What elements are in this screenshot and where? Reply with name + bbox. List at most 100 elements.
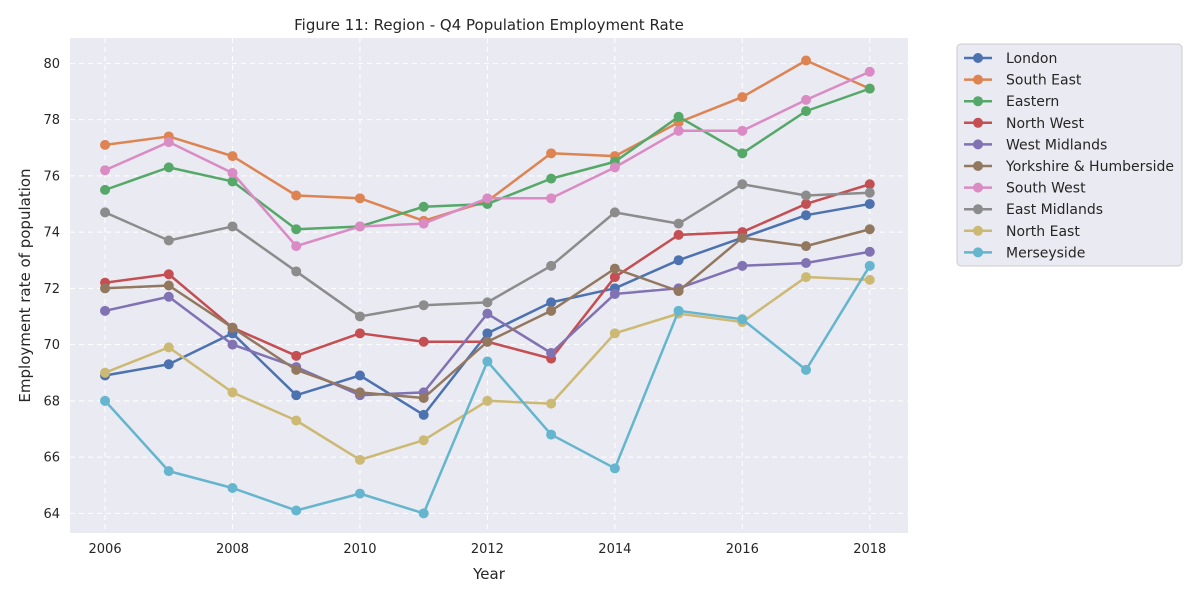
series-merseyside — [100, 260, 875, 519]
data-point-north-east — [609, 328, 620, 339]
data-point-south-west — [864, 66, 875, 77]
data-point-north-west — [673, 229, 684, 240]
data-point-south-west — [673, 125, 684, 136]
data-point-east-midlands — [737, 179, 748, 190]
legend-label: South East — [1006, 73, 1082, 89]
legend-swatch-marker — [973, 117, 983, 128]
legend-label: West Midlands — [1006, 137, 1107, 153]
series-west-midlands — [100, 246, 875, 401]
data-point-south-west — [227, 168, 238, 178]
data-point-south-west — [801, 94, 812, 105]
data-point-north-west — [354, 328, 365, 339]
data-point-south-east — [354, 193, 365, 204]
data-point-east-midlands — [163, 235, 174, 246]
data-point-south-west — [163, 137, 174, 148]
data-point-south-east — [100, 139, 111, 150]
data-point-west-midlands — [163, 291, 174, 302]
data-point-east-midlands — [673, 218, 684, 229]
data-point-eastern — [801, 106, 812, 117]
data-point-london — [291, 390, 302, 401]
x-axis-ticks: 2006 2008 2010 2012 2014 2016 2018 — [89, 542, 887, 557]
data-point-yorkshire-and-humberside — [609, 263, 620, 274]
y-tick-label: 72 — [43, 282, 60, 297]
data-point-north-east — [801, 272, 812, 283]
data-point-south-west — [291, 241, 302, 252]
data-point-eastern — [227, 176, 238, 187]
data-point-yorkshire-and-humberside — [418, 393, 429, 403]
data-point-north-east — [354, 454, 365, 465]
data-point-eastern — [163, 162, 174, 173]
data-point-south-east — [801, 55, 812, 66]
data-point-north-east — [100, 367, 111, 378]
series-east-midlands — [100, 179, 875, 322]
data-point-london — [354, 370, 365, 381]
data-point-west-midlands — [482, 308, 493, 319]
y-tick-label: 74 — [43, 226, 60, 241]
legend-item-north-east: North East — [964, 224, 1080, 240]
data-point-north-west — [163, 269, 174, 280]
x-axis-label: Year — [472, 565, 506, 583]
legend-label: East Midlands — [1006, 202, 1103, 218]
legend-label: North East — [1006, 224, 1080, 240]
legend-label: North West — [1006, 116, 1085, 132]
data-point-eastern — [291, 224, 302, 235]
x-tick-label: 2016 — [726, 542, 759, 557]
data-point-london — [482, 328, 493, 339]
data-point-west-midlands — [546, 348, 557, 358]
data-point-eastern — [546, 173, 557, 184]
data-point-yorkshire-and-humberside — [354, 387, 365, 398]
data-point-merseyside — [163, 466, 174, 477]
y-tick-label: 68 — [43, 394, 60, 409]
y-axis-ticks: 64 66 68 70 72 74 76 78 80 — [43, 57, 60, 522]
data-point-merseyside — [100, 395, 111, 406]
y-tick-label: 70 — [43, 338, 60, 353]
data-point-west-midlands — [801, 258, 812, 268]
legend-swatch-marker — [973, 182, 983, 193]
data-point-south-west — [609, 162, 620, 173]
data-point-north-west — [801, 198, 812, 209]
data-point-north-west — [609, 272, 620, 283]
data-point-eastern — [673, 111, 684, 122]
legend-label: London — [1006, 51, 1057, 67]
data-point-north-east — [482, 395, 493, 406]
data-point-north-east — [163, 342, 174, 353]
y-tick-label: 64 — [43, 507, 60, 522]
data-point-north-east — [546, 398, 557, 409]
data-point-london — [546, 297, 557, 308]
legend-item-yorkshire-and-humberside: Yorkshire & Humberside — [964, 159, 1174, 175]
legend: London South East Eastern North West West Mi… — [956, 43, 1183, 267]
data-point-east-midlands — [546, 260, 557, 271]
data-point-east-midlands — [100, 207, 111, 218]
data-point-west-midlands — [737, 260, 748, 271]
data-point-south-west — [546, 193, 557, 204]
data-point-south-west — [737, 125, 748, 136]
data-point-south-west — [418, 218, 429, 229]
data-point-london — [673, 255, 684, 266]
data-point-south-east — [737, 92, 748, 103]
legend-item-north-west: North West — [964, 116, 1085, 132]
data-point-south-west — [482, 193, 493, 204]
legend-item-south-east: South East — [964, 73, 1082, 89]
data-point-north-west — [864, 179, 875, 190]
data-point-east-midlands — [418, 300, 429, 311]
legend-swatch-marker — [973, 161, 983, 171]
data-point-north-west — [418, 336, 429, 347]
chart-title: Figure 11: Region - Q4 Population Employ… — [294, 16, 684, 34]
data-point-eastern — [864, 83, 875, 94]
data-point-south-east — [227, 151, 238, 162]
data-point-west-midlands — [227, 339, 238, 350]
data-point-north-east — [291, 415, 302, 426]
y-tick-label: 78 — [43, 113, 60, 128]
legend-label: Eastern — [1006, 94, 1059, 110]
data-point-yorkshire-and-humberside — [546, 305, 557, 316]
y-tick-label: 76 — [43, 169, 60, 184]
data-point-merseyside — [673, 305, 684, 316]
data-point-south-west — [100, 165, 111, 176]
data-point-east-midlands — [354, 311, 365, 322]
data-point-east-midlands — [291, 266, 302, 277]
x-tick-label: 2006 — [89, 542, 122, 557]
plot-area — [70, 38, 908, 533]
data-point-east-midlands — [482, 297, 493, 308]
data-point-yorkshire-and-humberside — [163, 280, 174, 291]
legend-label: Yorkshire & Humberside — [1005, 159, 1174, 175]
